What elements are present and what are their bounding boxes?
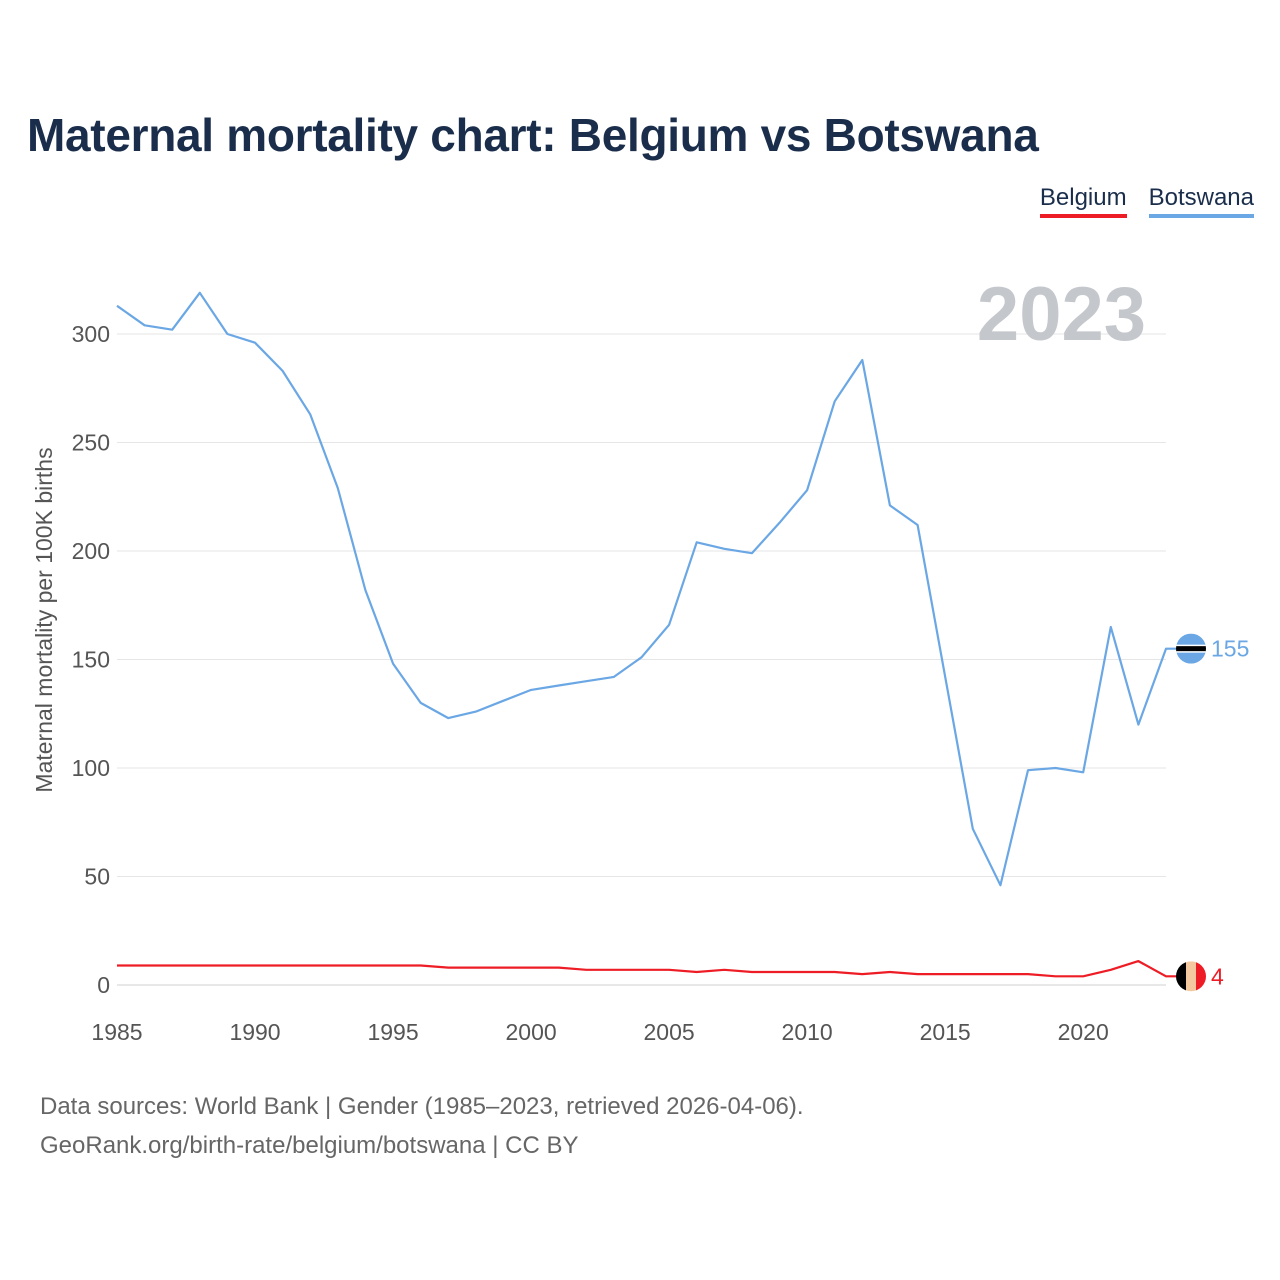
chart-title: Maternal mortality chart: Belgium vs Bot… xyxy=(27,109,1039,161)
y-tick-label: 50 xyxy=(84,864,110,890)
x-tick-label: 2010 xyxy=(782,1019,833,1045)
legend-botswana[interactable]: Botswana xyxy=(1148,184,1254,218)
x-axis-ticks: 1985 1990 1995 2000 2005 2010 2015 2020 xyxy=(91,1019,1108,1045)
series-lines xyxy=(116,291,1191,978)
x-tick-label: 2005 xyxy=(644,1019,695,1045)
gridlines xyxy=(117,333,1166,986)
sources: Data sources: World Bank | Gender (1985–… xyxy=(40,1087,804,1165)
x-tick-label: 2020 xyxy=(1058,1019,1109,1045)
source-line-1: Data sources: World Bank | Gender (1985–… xyxy=(40,1093,804,1120)
series-line-botswana[interactable] xyxy=(116,291,1191,887)
y-tick-label: 100 xyxy=(72,755,110,781)
y-tick-label: 200 xyxy=(72,538,110,564)
year-label: 2023 xyxy=(977,272,1146,357)
source-line-2[interactable]: GeoRank.org/birth-rate/belgium/botswana … xyxy=(40,1132,579,1159)
series-line-belgium[interactable] xyxy=(117,959,1191,978)
x-tick-label: 1990 xyxy=(229,1019,280,1045)
legend-belgium[interactable]: Belgium xyxy=(1039,184,1127,218)
belgium-flag-icon xyxy=(1176,961,1206,992)
line-chart: 0 50 100 150 200 250 300 1985 1990 1995 2000 2005 2… xyxy=(31,272,1249,1045)
end-value-botswana: 155 xyxy=(1211,636,1249,662)
y-axis-ticks: 0 50 100 150 200 250 300 xyxy=(72,321,110,998)
end-value-belgium: 4 xyxy=(1211,963,1224,989)
x-tick-label: 2000 xyxy=(505,1019,556,1045)
y-tick-label: 0 xyxy=(97,972,110,998)
y-tick-label: 250 xyxy=(72,430,110,456)
x-tick-label: 1985 xyxy=(91,1019,142,1045)
x-tick-label: 2015 xyxy=(920,1019,971,1045)
end-markers: 4 155 xyxy=(1176,633,1249,992)
x-tick-label: 1995 xyxy=(367,1019,418,1045)
y-tick-label: 150 xyxy=(72,647,110,673)
y-axis-label: Maternal mortality per 100K births xyxy=(31,447,57,792)
botswana-flag-icon xyxy=(1176,633,1206,664)
y-tick-label: 300 xyxy=(72,321,110,347)
legend: Belgium Botswana xyxy=(1039,184,1254,218)
